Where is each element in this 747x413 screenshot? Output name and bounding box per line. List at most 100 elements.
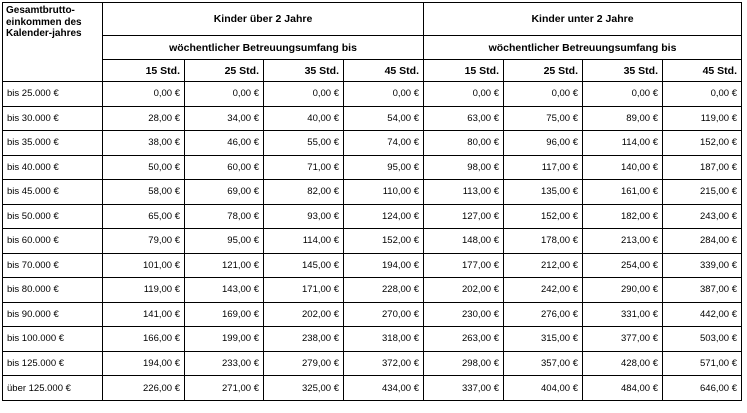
fee-cell: 194,00 € <box>102 350 185 376</box>
fee-cell: 318,00 € <box>343 326 424 352</box>
fee-cell: 202,00 € <box>263 301 344 327</box>
fee-cell: 213,00 € <box>582 228 663 254</box>
table-row: bis 40.000 €50,00 €60,00 €71,00 €95,00 €… <box>2 154 742 180</box>
table-row: bis 30.000 €28,00 €34,00 €40,00 €54,00 €… <box>2 105 742 131</box>
table-row: bis 90.000 €141,00 €169,00 €202,00 €270,… <box>2 301 742 327</box>
hours-header: 35 Std. <box>263 59 344 82</box>
fee-table-body: bis 25.000 €0,00 €0,00 €0,00 €0,00 €0,00… <box>2 81 742 401</box>
fee-cell: 117,00 € <box>503 154 583 180</box>
fee-cell: 571,00 € <box>662 350 742 376</box>
subheader-over-2: wöchentlicher Betreuungsumfang bis <box>102 35 424 60</box>
table-row: bis 25.000 €0,00 €0,00 €0,00 €0,00 €0,00… <box>2 81 742 107</box>
income-bracket-label: bis 25.000 € <box>2 81 103 107</box>
fee-cell: 140,00 € <box>582 154 663 180</box>
fee-cell: 0,00 € <box>184 81 264 107</box>
fee-cell: 93,00 € <box>263 203 344 229</box>
fee-cell: 135,00 € <box>503 179 583 205</box>
fee-cell: 80,00 € <box>423 130 504 156</box>
fee-cell: 169,00 € <box>184 301 264 327</box>
hours-header: 45 Std. <box>662 59 742 82</box>
fee-cell: 34,00 € <box>184 105 264 131</box>
fee-cell: 331,00 € <box>582 301 663 327</box>
fee-cell: 339,00 € <box>662 252 742 278</box>
fee-cell: 152,00 € <box>503 203 583 229</box>
fee-cell: 79,00 € <box>102 228 185 254</box>
fee-cell: 58,00 € <box>102 179 185 205</box>
fee-cell: 121,00 € <box>184 252 264 278</box>
hours-header: 15 Std. <box>423 59 504 82</box>
fee-cell: 372,00 € <box>343 350 424 376</box>
fee-cell: 270,00 € <box>343 301 424 327</box>
fee-cell: 95,00 € <box>184 228 264 254</box>
fee-cell: 65,00 € <box>102 203 185 229</box>
income-bracket-label: bis 45.000 € <box>2 179 103 205</box>
table-row: bis 35.000 €38,00 €46,00 €55,00 €74,00 €… <box>2 130 742 156</box>
fee-cell: 152,00 € <box>343 228 424 254</box>
fee-cell: 387,00 € <box>662 277 742 303</box>
fee-cell: 74,00 € <box>343 130 424 156</box>
fee-cell: 0,00 € <box>102 81 185 107</box>
fee-cell: 178,00 € <box>503 228 583 254</box>
fee-cell: 69,00 € <box>184 179 264 205</box>
fee-cell: 55,00 € <box>263 130 344 156</box>
fee-cell: 199,00 € <box>184 326 264 352</box>
fee-cell: 290,00 € <box>582 277 663 303</box>
income-bracket-label: bis 60.000 € <box>2 228 103 254</box>
fee-cell: 127,00 € <box>423 203 504 229</box>
group-header-under-2: Kinder unter 2 Jahre <box>423 2 742 36</box>
fee-cell: 315,00 € <box>503 326 583 352</box>
fee-cell: 434,00 € <box>343 375 424 401</box>
fee-cell: 78,00 € <box>184 203 264 229</box>
fee-cell: 38,00 € <box>102 130 185 156</box>
subheader-under-2: wöchentlicher Betreuungsumfang bis <box>423 35 742 60</box>
fee-cell: 89,00 € <box>582 105 663 131</box>
table-row: bis 80.000 €119,00 €143,00 €171,00 €228,… <box>2 277 742 303</box>
fee-cell: 50,00 € <box>102 154 185 180</box>
fee-cell: 95,00 € <box>343 154 424 180</box>
fee-cell: 0,00 € <box>263 81 344 107</box>
income-bracket-label: bis 40.000 € <box>2 154 103 180</box>
income-bracket-label: über 125.000 € <box>2 375 103 401</box>
fee-cell: 271,00 € <box>184 375 264 401</box>
fee-cell: 40,00 € <box>263 105 344 131</box>
fee-cell: 187,00 € <box>662 154 742 180</box>
group-header-over-2: Kinder über 2 Jahre <box>102 2 424 36</box>
fee-cell: 0,00 € <box>503 81 583 107</box>
fee-cell: 145,00 € <box>263 252 344 278</box>
fee-cell: 226,00 € <box>102 375 185 401</box>
income-bracket-label: bis 30.000 € <box>2 105 103 131</box>
fee-cell: 119,00 € <box>662 105 742 131</box>
fee-cell: 110,00 € <box>343 179 424 205</box>
fee-cell: 279,00 € <box>263 350 344 376</box>
fee-cell: 254,00 € <box>582 252 663 278</box>
fee-cell: 233,00 € <box>184 350 264 376</box>
fee-cell: 114,00 € <box>263 228 344 254</box>
fee-cell: 428,00 € <box>582 350 663 376</box>
fee-cell: 243,00 € <box>662 203 742 229</box>
income-bracket-label: bis 35.000 € <box>2 130 103 156</box>
fee-cell: 75,00 € <box>503 105 583 131</box>
fee-table: Gesamtbrutto-einkommen des Kalender-jahr… <box>2 2 742 401</box>
fee-cell: 161,00 € <box>582 179 663 205</box>
fee-cell: 442,00 € <box>662 301 742 327</box>
fee-cell: 114,00 € <box>582 130 663 156</box>
fee-cell: 28,00 € <box>102 105 185 131</box>
income-column-header: Gesamtbrutto-einkommen des Kalender-jahr… <box>2 2 103 82</box>
fee-cell: 96,00 € <box>503 130 583 156</box>
table-row: über 125.000 €226,00 €271,00 €325,00 €43… <box>2 375 742 401</box>
fee-cell: 238,00 € <box>263 326 344 352</box>
fee-cell: 404,00 € <box>503 375 583 401</box>
fee-cell: 263,00 € <box>423 326 504 352</box>
hours-header: 15 Std. <box>102 59 185 82</box>
table-row: bis 60.000 €79,00 €95,00 €114,00 €152,00… <box>2 228 742 254</box>
fee-cell: 54,00 € <box>343 105 424 131</box>
table-row: bis 50.000 €65,00 €78,00 €93,00 €124,00 … <box>2 203 742 229</box>
fee-cell: 228,00 € <box>343 277 424 303</box>
table-row: bis 70.000 €101,00 €121,00 €145,00 €194,… <box>2 252 742 278</box>
fee-cell: 60,00 € <box>184 154 264 180</box>
fee-cell: 215,00 € <box>662 179 742 205</box>
fee-cell: 141,00 € <box>102 301 185 327</box>
table-row: bis 125.000 €194,00 €233,00 €279,00 €372… <box>2 350 742 376</box>
fee-cell: 148,00 € <box>423 228 504 254</box>
fee-cell: 0,00 € <box>662 81 742 107</box>
